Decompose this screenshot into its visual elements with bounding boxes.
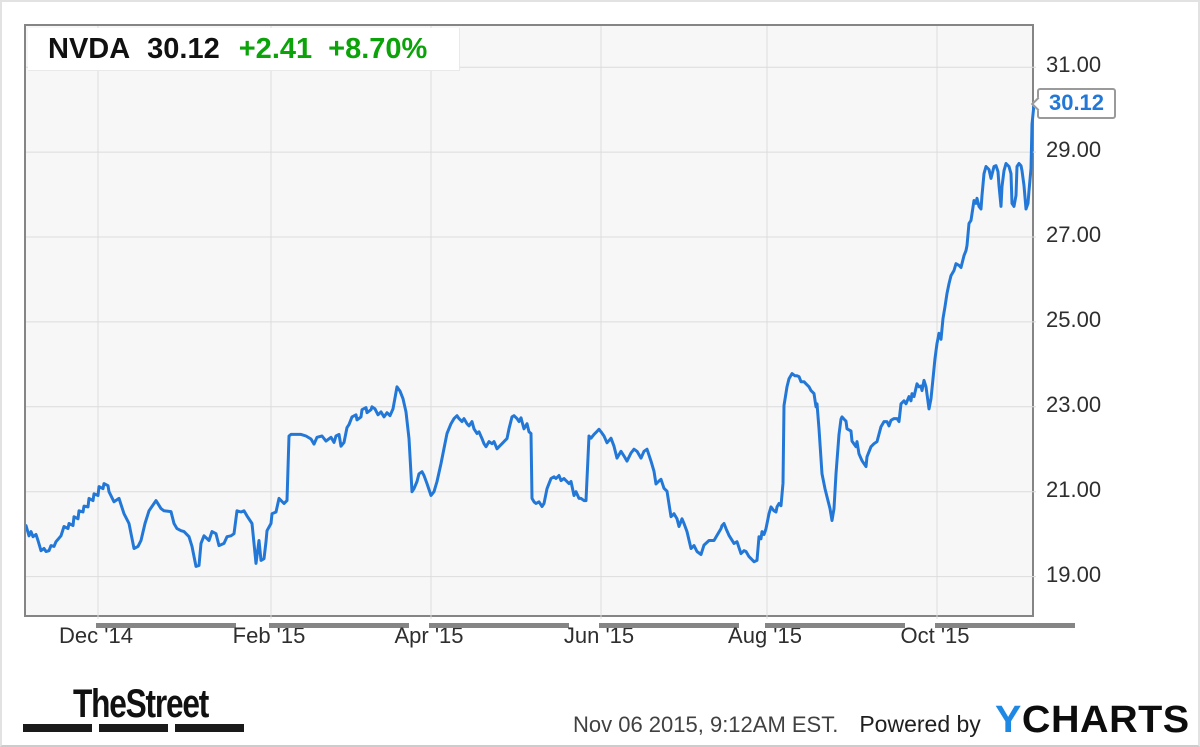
thestreet-logo-text: TheStreet — [73, 682, 209, 726]
ycharts-logo-y: Y — [994, 699, 1022, 741]
x-axis-tick — [429, 623, 569, 628]
logo-bar — [175, 724, 244, 732]
y-axis-label: 23.00 — [1046, 391, 1102, 417]
thestreet-logo[interactable]: TheStreet — [23, 682, 245, 734]
logo-bar — [23, 724, 92, 732]
x-axis-tick — [96, 623, 236, 628]
last-price-callout: 30.12 — [1030, 87, 1116, 119]
ycharts-logo[interactable]: YCHARTS — [995, 699, 1190, 742]
chart-plot-area[interactable]: NVDA 30.12 +2.41 +8.70% — [24, 24, 1036, 619]
ycharts-logo-charts: CHARTS — [1021, 699, 1190, 741]
last-price: 30.12 — [147, 32, 220, 65]
thestreet-logo-bars — [23, 724, 245, 732]
y-axis-label: 29.00 — [1046, 137, 1102, 163]
y-axis-label: 27.00 — [1046, 221, 1102, 247]
price-change: +2.41 — [238, 32, 313, 65]
x-axis-tick — [765, 623, 905, 628]
price-line — [26, 103, 1036, 568]
powered-by-label: Powered by — [859, 711, 981, 737]
y-axis-label: 31.00 — [1046, 52, 1102, 78]
y-axis-label: 21.00 — [1046, 476, 1102, 502]
x-axis-tick — [599, 623, 739, 628]
x-axis-tick — [269, 623, 409, 628]
quote-summary: NVDA 30.12 +2.41 +8.70% — [28, 28, 460, 71]
price-change-percent: +8.70% — [328, 32, 428, 65]
callout-value: 30.12 — [1048, 90, 1105, 116]
ticker-symbol: NVDA — [48, 32, 131, 65]
y-axis-label: 19.00 — [1046, 561, 1102, 587]
quote-timestamp: Nov 06 2015, 9:12AM EST. — [572, 712, 839, 737]
x-axis-tick — [935, 623, 1075, 628]
logo-bar — [99, 724, 168, 732]
price-chart-svg — [26, 26, 1036, 619]
y-axis-label: 25.00 — [1046, 306, 1102, 332]
chart-attribution: Nov 06 2015, 9:12AM EST. Powered by YCHA… — [572, 699, 1189, 742]
